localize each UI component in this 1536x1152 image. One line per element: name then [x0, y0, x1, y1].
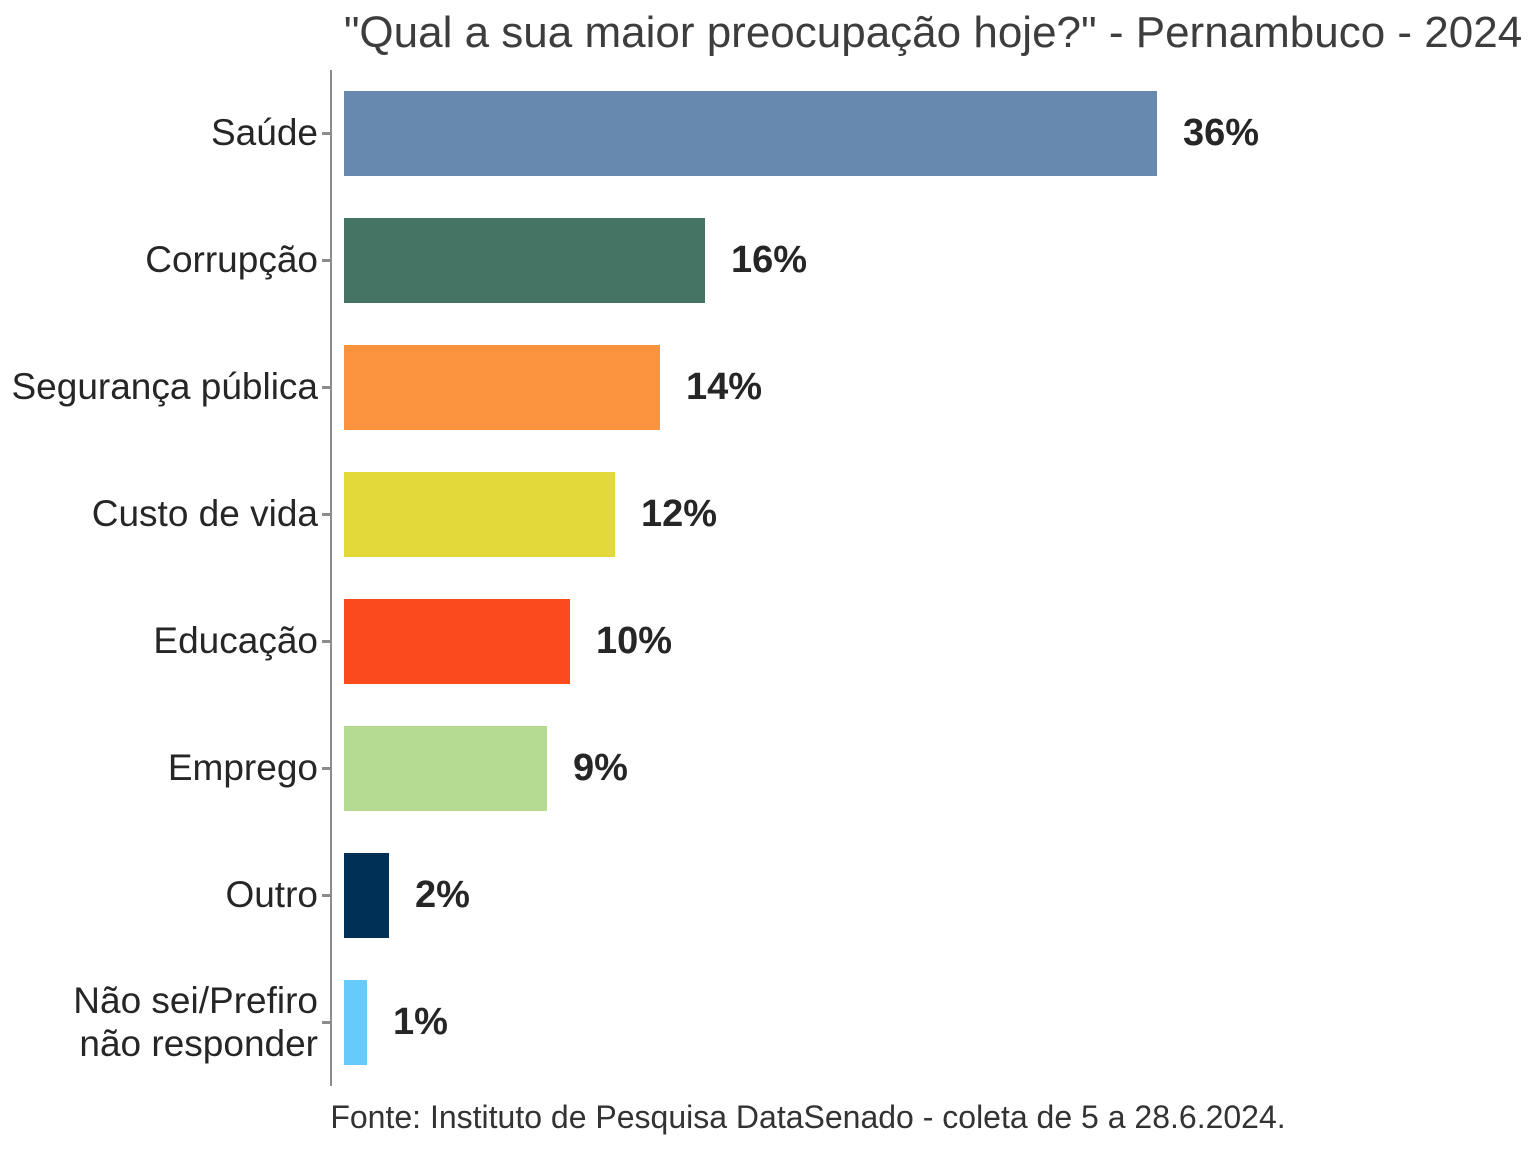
value-label: 10%: [596, 620, 673, 662]
value-label: 36%: [1183, 112, 1260, 154]
bar-row: Não sei/Prefiro não responder 1%: [0, 959, 1536, 1086]
category-label: Educação: [153, 620, 318, 662]
bar: [344, 599, 570, 684]
axis-tick: [322, 640, 330, 643]
bar-row: Emprego 9%: [0, 705, 1536, 832]
category-label: Não sei/Prefiro não responder: [73, 979, 318, 1064]
bar: [344, 345, 660, 430]
bar-row: Saúde 36%: [0, 70, 1536, 197]
axis-tick: [322, 513, 330, 516]
category-label: Segurança pública: [11, 366, 319, 408]
y-axis-line: [330, 70, 332, 1086]
category-label: Emprego: [167, 747, 318, 789]
value-label: 9%: [573, 747, 628, 789]
bar-row: Corrupção 16%: [0, 197, 1536, 324]
axis-tick: [322, 259, 330, 262]
plot-area: Saúde 36% Corrupção 16% Segurança pública 14%…: [0, 70, 1536, 1086]
bar: [344, 853, 389, 938]
category-label: Saúde: [211, 112, 318, 154]
bar-row: Segurança pública 14%: [0, 324, 1536, 451]
axis-tick: [322, 132, 330, 135]
axis-tick: [322, 894, 330, 897]
category-label: Custo de vida: [91, 493, 318, 535]
category-label: Corrupção: [145, 239, 318, 281]
bar-row: Educação 10%: [0, 578, 1536, 705]
chart-title: "Qual a sua maior preocupação hoje?" - P…: [343, 8, 1523, 57]
value-label: 14%: [686, 366, 763, 408]
value-label: 16%: [731, 239, 808, 281]
axis-tick: [322, 1021, 330, 1024]
bar: [344, 980, 367, 1065]
category-label: Outro: [225, 874, 318, 916]
axis-tick: [322, 767, 330, 770]
bar: [344, 726, 547, 811]
source-note: Fonte: Instituto de Pesquisa DataSenado …: [330, 1099, 1286, 1135]
value-label: 1%: [393, 1001, 448, 1043]
bar-row: Outro 2%: [0, 832, 1536, 959]
value-label: 2%: [415, 874, 470, 916]
bar: [344, 91, 1157, 176]
bar: [344, 218, 705, 303]
value-label: 12%: [641, 493, 718, 535]
bar-row: Custo de vida 12%: [0, 451, 1536, 578]
axis-tick: [322, 386, 330, 389]
bar: [344, 472, 615, 557]
